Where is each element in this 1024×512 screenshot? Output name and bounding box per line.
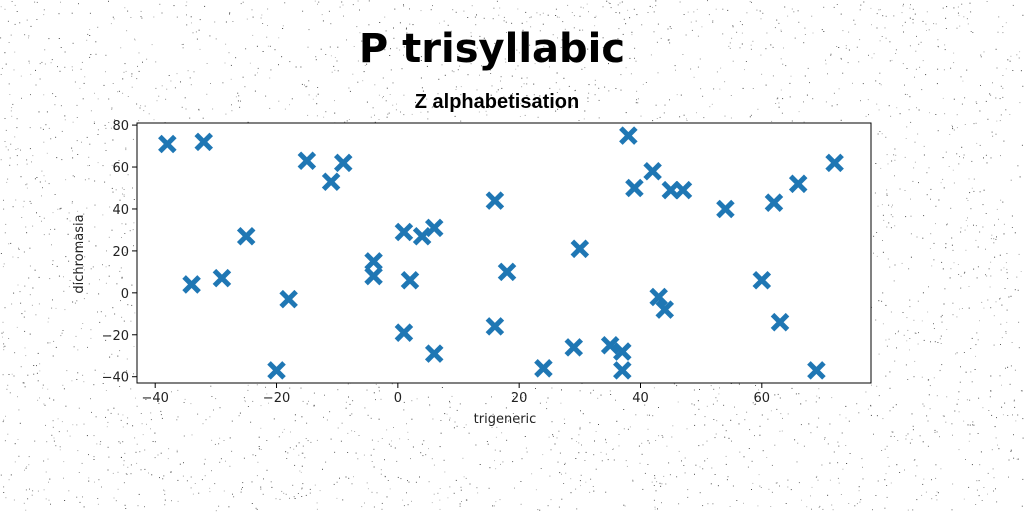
- y-tick-label: 80: [112, 119, 129, 134]
- y-tick-label: 20: [112, 245, 129, 260]
- x-axis-label: trigeneric: [474, 412, 537, 427]
- data-point: [364, 252, 383, 271]
- x-tick-label: −20: [263, 391, 290, 406]
- data-point: [570, 239, 590, 259]
- chart-subtitle: Z alphabetisation: [415, 91, 579, 113]
- y-tick-label: 40: [112, 203, 129, 218]
- data-point: [212, 268, 232, 288]
- data-point: [613, 361, 632, 380]
- data-point: [825, 153, 844, 173]
- data-point: [279, 289, 298, 309]
- data-point: [394, 323, 414, 342]
- y-tick-label: 0: [121, 287, 129, 302]
- x-tick-label: 60: [754, 391, 771, 406]
- data-point: [564, 338, 584, 357]
- data-point: [424, 344, 444, 363]
- data-point: [600, 335, 620, 355]
- data-point: [394, 222, 414, 242]
- data-point: [807, 361, 826, 380]
- data-point: [613, 342, 632, 361]
- data-point: [333, 153, 353, 173]
- data-point: [643, 161, 662, 181]
- data-point: [764, 193, 784, 212]
- data-point: [194, 132, 213, 152]
- data-point: [485, 317, 505, 336]
- data-point: [788, 174, 808, 194]
- data-point: [649, 287, 668, 307]
- data-point: [400, 270, 420, 290]
- x-tick-label: −40: [141, 391, 168, 406]
- x-tick-label: 40: [632, 391, 649, 406]
- y-axis-label: dichromasia: [72, 214, 87, 293]
- data-point: [424, 218, 444, 238]
- y-tick-label: −40: [102, 371, 129, 386]
- data-point: [412, 226, 432, 246]
- data-point: [485, 191, 505, 210]
- x-tick-label: 20: [511, 391, 528, 406]
- data-point: [158, 134, 177, 154]
- data-point: [364, 266, 383, 286]
- y-tick-label: 60: [112, 161, 129, 176]
- data-point: [716, 199, 735, 219]
- x-tick-label: 0: [394, 391, 402, 406]
- data-points: [158, 126, 844, 380]
- data-point: [770, 312, 790, 332]
- y-axis: −40 −20 0 20 40 60 80: [102, 119, 137, 386]
- data-point: [321, 172, 341, 191]
- y-tick-label: −20: [102, 329, 129, 344]
- data-point: [752, 270, 772, 290]
- data-point: [534, 359, 553, 378]
- data-point: [673, 180, 693, 200]
- data-point: [497, 262, 517, 282]
- chart-title: P trisyllabic: [359, 26, 625, 72]
- data-point: [625, 178, 644, 198]
- x-axis: −40 −20 0 20 40 60: [141, 383, 770, 406]
- data-point: [619, 126, 638, 145]
- data-point: [236, 226, 256, 246]
- plot-frame: [136, 122, 872, 384]
- data-point: [655, 300, 675, 319]
- data-point: [297, 151, 317, 171]
- data-point: [267, 361, 286, 380]
- data-point: [182, 275, 201, 294]
